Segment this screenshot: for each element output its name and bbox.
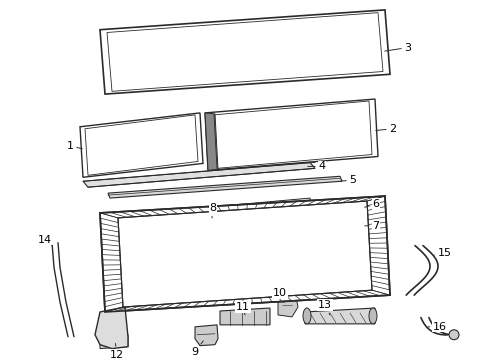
- Text: 12: 12: [110, 343, 124, 360]
- Text: 13: 13: [317, 300, 331, 315]
- Text: 4: 4: [307, 161, 325, 171]
- Text: 6: 6: [364, 199, 379, 209]
- Text: 14: 14: [38, 235, 52, 246]
- Polygon shape: [100, 335, 128, 348]
- Text: 10: 10: [272, 288, 286, 302]
- Polygon shape: [80, 113, 203, 177]
- Polygon shape: [100, 196, 389, 312]
- Polygon shape: [108, 176, 341, 198]
- Ellipse shape: [368, 308, 376, 324]
- Polygon shape: [278, 297, 297, 317]
- Text: 7: 7: [364, 221, 379, 231]
- Text: 5: 5: [340, 175, 356, 185]
- Polygon shape: [200, 198, 311, 220]
- Polygon shape: [305, 308, 374, 324]
- Polygon shape: [83, 162, 314, 187]
- Polygon shape: [204, 113, 218, 170]
- Text: 9: 9: [191, 341, 203, 357]
- Polygon shape: [204, 99, 377, 170]
- Text: 2: 2: [375, 124, 396, 134]
- Text: 8: 8: [209, 203, 216, 218]
- Text: 11: 11: [236, 302, 249, 315]
- Circle shape: [448, 330, 458, 340]
- Polygon shape: [100, 10, 389, 94]
- Polygon shape: [118, 201, 371, 307]
- Polygon shape: [345, 218, 366, 236]
- Polygon shape: [95, 307, 128, 348]
- Text: 1: 1: [66, 141, 82, 150]
- Polygon shape: [220, 308, 269, 325]
- Polygon shape: [345, 198, 364, 214]
- Text: 3: 3: [384, 42, 411, 53]
- Polygon shape: [195, 325, 218, 346]
- Text: 15: 15: [434, 248, 451, 257]
- Ellipse shape: [303, 308, 310, 324]
- Text: 16: 16: [427, 322, 446, 332]
